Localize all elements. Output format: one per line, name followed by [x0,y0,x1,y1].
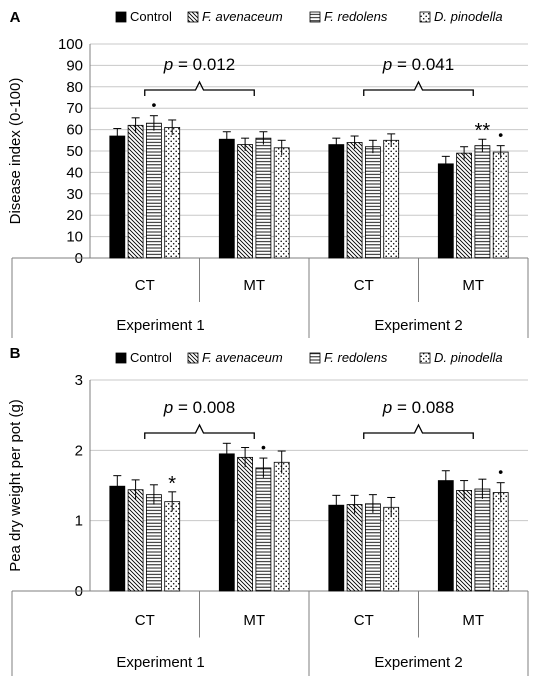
y-tick-label: 3 [75,372,83,389]
p-value-annotation: p = 0.012 [163,55,235,74]
p-value-annotation: p = 0.008 [163,398,235,417]
significance-marker: * [168,473,176,495]
bar-f-avenaceum [237,144,254,259]
legend-label-d-pinodella: D. pinodella [434,9,503,24]
x-category-label: MT [462,612,484,629]
bar-f-redolens [474,488,491,592]
bar-f-redolens [145,494,162,592]
bar-f-avenaceum [127,124,144,259]
bar-d-pinodella [164,127,181,259]
panel-label: B [10,345,21,362]
legend-swatch-f-avenaceum [187,11,199,23]
legend-swatch-control [115,352,127,364]
bar-f-avenaceum [127,489,144,592]
bar-f-redolens [145,122,162,259]
significance-marker: • [498,464,503,480]
significance-marker: ** [475,120,491,142]
p-value-annotation: p = 0.041 [382,55,454,74]
legend-swatch-d-pinodella [419,352,431,364]
bar-control [437,163,454,259]
legend-label-d-pinodella: D. pinodella [434,350,503,365]
bar-f-redolens [364,503,381,592]
significance-marker: • [151,97,156,113]
x-category-label: MT [243,277,265,294]
bar-control [218,453,235,592]
x-category-label: CT [354,277,374,294]
bar-f-avenaceum [456,152,473,259]
y-tick-label: 80 [66,79,83,96]
bar-f-redolens [255,467,272,592]
x-category-label: MT [243,612,265,629]
x-category-label: MT [462,277,484,294]
legend-label-control: Control [130,350,172,365]
chart-panel-a: A Control F. avenaceum F. redolens D. pinode… [7,9,529,338]
x-category-label: CT [135,612,155,629]
bar-f-avenaceum [346,142,363,259]
significance-marker: • [261,439,266,455]
y-tick-label: 90 [66,57,83,74]
bar-d-pinodella [273,461,290,592]
significance-bracket [144,80,255,96]
legend-swatch-f-redolens [309,352,321,364]
x-group-label: Experiment 2 [374,317,462,334]
bar-control [328,144,345,259]
y-tick-label: 60 [66,122,83,139]
y-axis-title: Disease index (0-100) [7,78,24,225]
legend-swatch-f-avenaceum [187,352,199,364]
bar-d-pinodella [164,501,181,592]
bar-control [218,138,235,259]
y-tick-label: 1 [75,513,83,530]
significance-marker: • [498,127,503,143]
x-group-label: Experiment 1 [116,654,204,671]
x-group-label: Experiment 2 [374,654,462,671]
y-tick-label: 2 [75,442,83,459]
x-category-label: CT [135,277,155,294]
legend-swatch-d-pinodella [419,11,431,23]
bar-control [328,504,345,592]
bar-d-pinodella [383,506,400,592]
legend-label-f-redolens: F. redolens [324,350,388,365]
significance-bracket [363,80,474,96]
bar-control [109,485,126,592]
bar-d-pinodella [273,147,290,259]
bar-f-redolens [474,145,491,259]
legend-swatch-f-redolens [309,11,321,23]
legend-label-f-redolens: F. redolens [324,9,388,24]
x-group-label: Experiment 1 [116,317,204,334]
panel-label: A [10,9,21,26]
y-tick-label: 10 [66,229,83,246]
legend-label-control: Control [130,9,172,24]
bar-d-pinodella [492,492,509,592]
p-value-annotation: p = 0.088 [382,398,454,417]
y-tick-label: 20 [66,207,83,224]
bar-f-avenaceum [237,456,254,592]
bar-f-avenaceum [456,490,473,592]
y-tick-label: 40 [66,164,83,181]
y-tick-label: 70 [66,100,83,117]
legend-label-f-avenaceum: F. avenaceum [202,350,283,365]
y-tick-label: 100 [58,36,83,53]
x-category-label: CT [354,612,374,629]
bar-d-pinodella [492,151,509,259]
bar-d-pinodella [383,139,400,259]
chart-panel-b: B Control F. avenaceum F. redolens D. pinode… [7,345,529,676]
bar-f-redolens [255,137,272,259]
bar-control [437,480,454,592]
significance-bracket [144,423,255,439]
legend-swatch-control [115,11,127,23]
bar-control [109,135,126,259]
bar-f-avenaceum [346,504,363,592]
bar-f-redolens [364,146,381,259]
y-axis-title: Pea dry weight per pot (g) [7,399,24,572]
legend-label-f-avenaceum: F. avenaceum [202,9,283,24]
significance-bracket [363,423,474,439]
y-tick-label: 30 [66,186,83,203]
y-tick-label: 50 [66,143,83,160]
